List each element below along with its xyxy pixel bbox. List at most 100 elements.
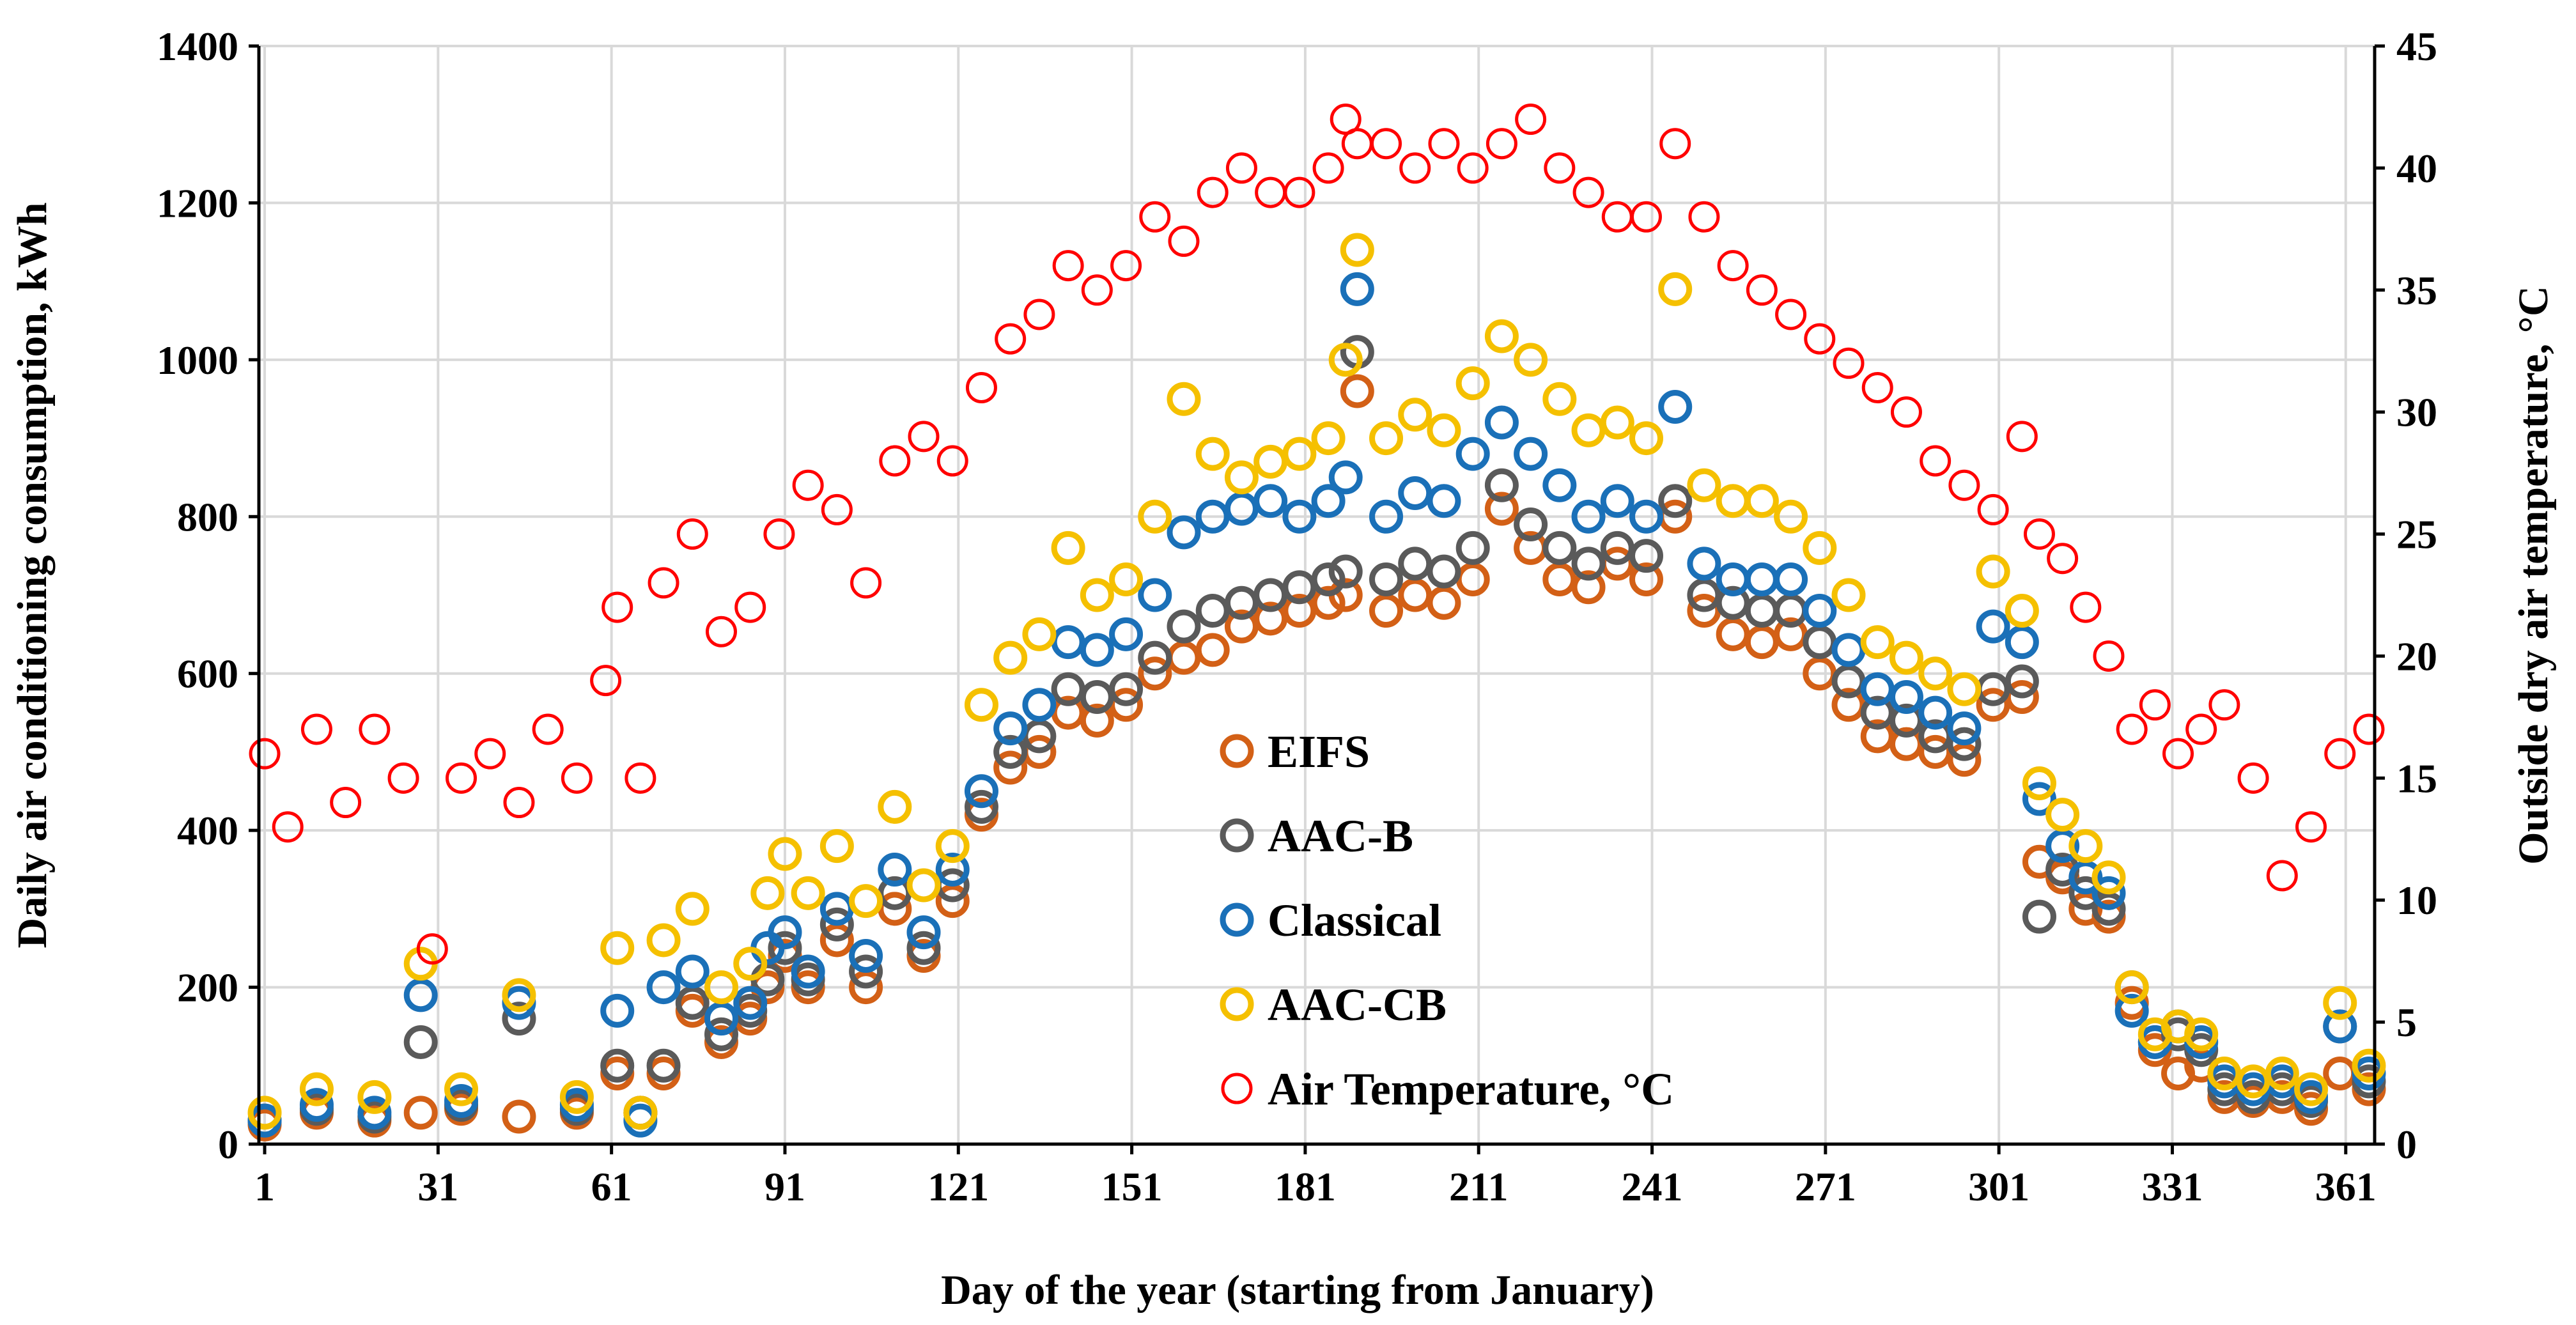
data-point bbox=[1947, 727, 1982, 761]
y-right-tick-label: 45 bbox=[2396, 24, 2437, 69]
data-point bbox=[502, 1002, 536, 1036]
y-left-tick-label: 400 bbox=[177, 808, 238, 853]
data-point bbox=[936, 445, 968, 477]
data-point bbox=[299, 1072, 334, 1106]
data-point bbox=[819, 907, 854, 941]
data-point bbox=[1195, 437, 1230, 471]
data-point bbox=[1109, 617, 1144, 651]
data-point bbox=[1282, 437, 1317, 471]
data-point bbox=[1022, 688, 1057, 722]
data-point bbox=[906, 931, 941, 965]
data-point bbox=[1514, 508, 1548, 542]
legend-marker bbox=[1220, 818, 1254, 853]
data-point bbox=[965, 371, 997, 403]
data-point bbox=[1889, 680, 1923, 715]
data-point bbox=[821, 493, 853, 525]
data-point bbox=[403, 1096, 438, 1130]
data-point bbox=[1629, 562, 1663, 596]
series-air-temperature-c bbox=[249, 104, 2385, 965]
data-point bbox=[1109, 672, 1144, 706]
data-point bbox=[1341, 128, 1373, 160]
data-point bbox=[704, 1017, 738, 1051]
data-point bbox=[2353, 713, 2385, 745]
y-right-tick-label: 20 bbox=[2396, 633, 2437, 679]
data-point bbox=[908, 421, 940, 453]
data-point bbox=[1976, 609, 2010, 644]
data-point bbox=[1861, 371, 1893, 403]
data-point bbox=[1860, 625, 1895, 660]
data-point bbox=[1744, 484, 1779, 518]
data-point bbox=[704, 970, 738, 1005]
data-series-layer bbox=[247, 104, 2386, 1142]
y-left-tick-label: 600 bbox=[177, 651, 238, 697]
data-point bbox=[2091, 876, 2126, 910]
data-point bbox=[1542, 468, 1577, 502]
data-point bbox=[878, 789, 912, 824]
data-point bbox=[359, 713, 391, 745]
data-point bbox=[1486, 128, 1517, 160]
data-point bbox=[768, 915, 802, 950]
data-point bbox=[300, 713, 332, 745]
data-point bbox=[1369, 594, 1404, 628]
data-point bbox=[1600, 484, 1634, 518]
data-point bbox=[849, 954, 883, 989]
data-point bbox=[1831, 633, 1866, 667]
data-point bbox=[1369, 562, 1404, 596]
data-point bbox=[1398, 578, 1432, 612]
data-point bbox=[600, 931, 635, 965]
data-point bbox=[2045, 829, 2080, 864]
data-point bbox=[1197, 176, 1229, 208]
data-point bbox=[1455, 437, 1490, 471]
data-point bbox=[2237, 762, 2269, 794]
data-point bbox=[2114, 970, 2149, 1005]
data-point bbox=[1224, 460, 1259, 495]
data-point bbox=[1138, 499, 1172, 534]
data-point bbox=[1328, 460, 1363, 495]
data-point bbox=[906, 915, 941, 950]
data-point bbox=[964, 774, 998, 809]
data-point bbox=[2047, 543, 2079, 575]
data-point bbox=[1775, 298, 1807, 330]
y-axis-left-title: Daily air conditioning consumption, kWh bbox=[9, 203, 56, 949]
legend-marker bbox=[1220, 903, 1254, 937]
data-point bbox=[675, 892, 710, 926]
y-left-tick-label: 1400 bbox=[157, 24, 238, 69]
data-point bbox=[1717, 250, 1749, 282]
data-point bbox=[1311, 585, 1346, 620]
data-point bbox=[964, 789, 998, 824]
data-point bbox=[1804, 323, 1836, 355]
data-point bbox=[2162, 738, 2194, 770]
data-point bbox=[1080, 578, 1114, 612]
data-point bbox=[1774, 499, 1808, 534]
data-point bbox=[1514, 343, 1548, 377]
data-point bbox=[1052, 250, 1084, 282]
data-point bbox=[2091, 860, 2126, 895]
data-point bbox=[1889, 640, 1923, 675]
data-point bbox=[646, 970, 681, 1005]
data-point bbox=[1542, 382, 1577, 416]
data-point bbox=[1253, 484, 1288, 518]
legend: EIFS AAC-B Classical AAC-CB Air Temperature,… bbox=[1220, 726, 1674, 1115]
data-point bbox=[675, 986, 710, 1020]
data-point bbox=[1457, 152, 1489, 184]
data-point bbox=[1572, 176, 1604, 208]
data-point bbox=[1746, 274, 1778, 306]
y-right-tick-label: 0 bbox=[2396, 1122, 2417, 1167]
data-point bbox=[1138, 640, 1172, 675]
legend-label: AAC-CB bbox=[1268, 979, 1447, 1030]
data-point bbox=[819, 829, 854, 864]
x-tick-label: 241 bbox=[1622, 1164, 1683, 1209]
data-point bbox=[1428, 128, 1460, 160]
data-point bbox=[2005, 664, 2039, 699]
y-right-tick-label: 30 bbox=[2396, 390, 2437, 435]
data-point bbox=[1716, 617, 1750, 651]
series-aac-cb bbox=[247, 233, 2386, 1130]
data-point bbox=[849, 938, 883, 973]
data-point bbox=[1369, 421, 1404, 456]
data-point bbox=[601, 591, 633, 623]
data-point bbox=[648, 567, 679, 599]
x-tick-label: 121 bbox=[927, 1164, 989, 1209]
x-tick-label: 361 bbox=[2315, 1164, 2377, 1209]
data-point bbox=[1918, 656, 1953, 691]
